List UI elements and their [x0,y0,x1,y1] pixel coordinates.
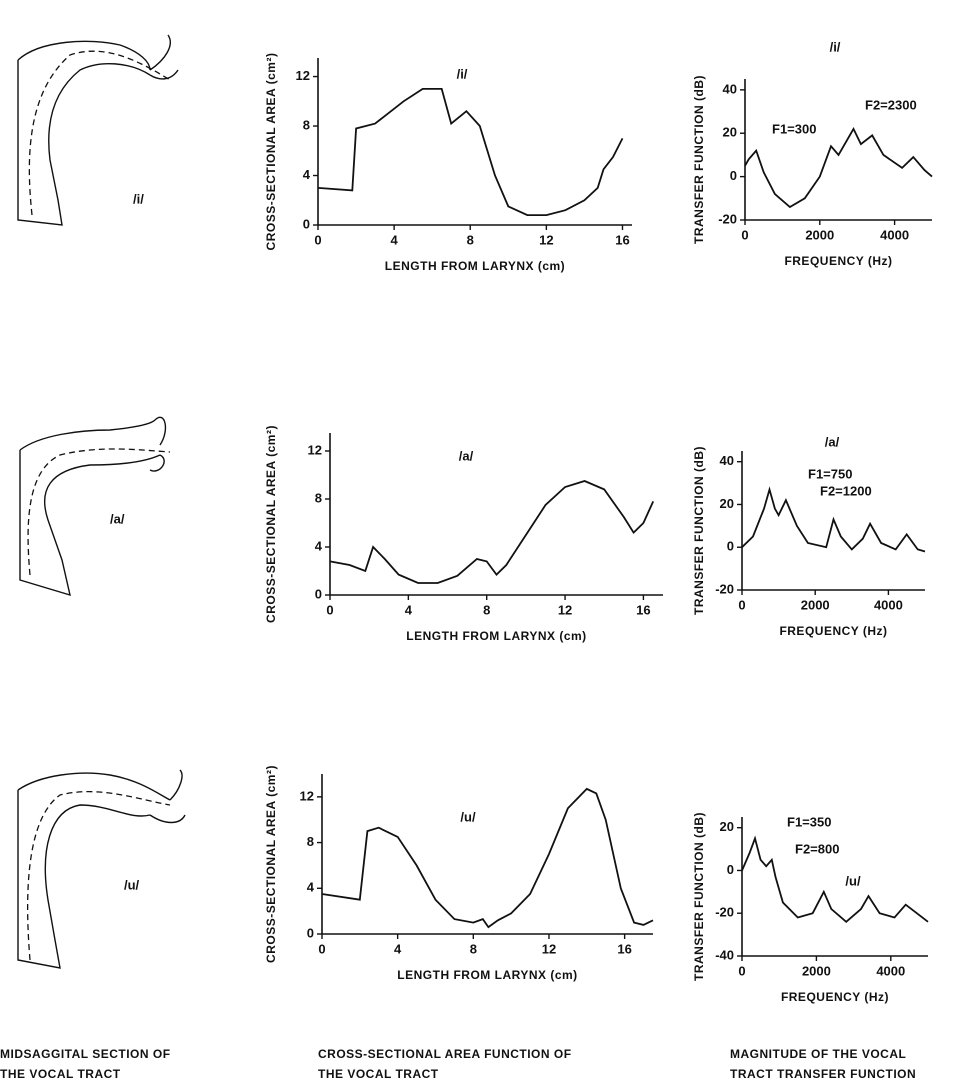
data-line [317,88,624,216]
vocal-tract-i [17,34,179,226]
y-tick-label: 40 [720,453,734,468]
y-axis-label: TRANSFER FUNCTION (dB) [692,75,706,244]
x-tick-label: 4000 [876,963,905,978]
data-line [741,835,929,923]
y-tick-label: -40 [715,947,734,962]
vocal-tract-u [17,769,186,969]
y-tick-label: 0 [727,862,734,877]
y-tick-label: 0 [315,586,322,601]
x-tick-label: 4 [391,232,399,247]
caption: MIDSAGGITAL SECTION OF [0,1047,171,1061]
y-tick-label: 20 [720,496,734,511]
data-line [744,126,933,209]
formant-label: F2=800 [795,841,839,856]
y-tick-label: 8 [303,117,310,132]
y-tick-label: 0 [303,216,310,231]
drawing-label: /a/ [110,511,125,526]
y-tick-label: 4 [315,538,323,553]
x-axis-label: LENGTH FROM LARYNX (cm) [385,259,565,273]
y-tick-label: 4 [303,167,311,182]
y-tick-label: 0 [307,925,314,940]
x-tick-label: 8 [483,602,490,617]
x-tick-label: 2000 [805,227,834,242]
x-tick-label: 8 [470,941,477,956]
data-line [321,787,654,929]
x-tick-label: 0 [738,597,745,612]
x-tick-label: 2000 [801,597,830,612]
y-axis-label: CROSS-SECTIONAL AREA (cm²) [264,425,278,623]
y-tick-label: 8 [315,490,322,505]
vocal-tract-a [19,416,171,597]
x-tick-label: 0 [326,602,333,617]
drawing-label: /i/ [133,191,144,206]
y-axis-label: TRANSFER FUNCTION (dB) [692,812,706,981]
x-tick-label: 12 [542,941,556,956]
y-tick-label: 20 [723,125,737,140]
x-tick-label: 4 [405,602,413,617]
y-tick-label: 4 [307,880,315,895]
y-tick-label: 12 [300,788,314,803]
chart-title: /i/ [830,39,841,54]
chart-title: /a/ [825,434,840,449]
chart-title: /i/ [457,66,468,81]
caption: THE VOCAL TRACT [318,1067,439,1081]
x-tick-label: 4000 [874,597,903,612]
y-tick-label: 12 [308,442,322,457]
formant-label: F2=2300 [865,97,917,112]
x-axis-label: LENGTH FROM LARYNX (cm) [406,629,586,643]
formant-label: F2=1200 [820,483,872,498]
x-tick-label: 16 [636,602,650,617]
x-tick-label: 4 [394,941,402,956]
x-axis-label: FREQUENCY (Hz) [779,624,887,638]
caption: TRACT TRANSFER FUNCTION [730,1067,916,1081]
y-tick-label: 0 [730,168,737,183]
formant-label: F1=750 [808,466,852,481]
y-tick-label: 8 [307,834,314,849]
drawing-label: /u/ [124,877,140,892]
y-tick-label: -20 [715,581,734,596]
x-tick-label: 16 [615,232,629,247]
caption: THE VOCAL TRACT [0,1067,121,1081]
x-tick-label: 16 [617,941,631,956]
formant-label: F1=300 [772,121,816,136]
x-tick-label: 12 [558,602,572,617]
x-tick-label: 0 [741,227,748,242]
x-tick-label: 0 [738,963,745,978]
caption: MAGNITUDE OF THE VOCAL [730,1047,906,1061]
data-line [741,486,926,553]
x-tick-label: 12 [539,232,553,247]
y-axis-label: CROSS-SECTIONAL AREA (cm²) [264,765,278,963]
y-tick-label: 12 [296,68,310,83]
y-axis-label: CROSS-SECTIONAL AREA (cm²) [264,53,278,251]
data-line [329,480,655,584]
y-tick-label: -20 [718,211,737,226]
formant-label: F1=350 [787,814,831,829]
x-tick-label: 0 [314,232,321,247]
x-axis-label: LENGTH FROM LARYNX (cm) [397,968,577,982]
x-tick-label: 0 [318,941,325,956]
x-tick-label: 4000 [880,227,909,242]
x-tick-label: 2000 [802,963,831,978]
x-axis-label: FREQUENCY (Hz) [784,254,892,268]
chart-title: /a/ [459,448,474,463]
y-tick-label: 40 [723,81,737,96]
y-axis-label: TRANSFER FUNCTION (dB) [692,446,706,615]
y-tick-label: 0 [727,539,734,554]
x-axis-label: FREQUENCY (Hz) [781,990,889,1004]
y-tick-label: 20 [720,819,734,834]
x-tick-label: 8 [467,232,474,247]
caption: CROSS-SECTIONAL AREA FUNCTION OF [318,1047,572,1061]
chart-title: /u/ [460,809,476,824]
y-tick-label: -20 [715,905,734,920]
chart-title: /u/ [845,873,861,888]
